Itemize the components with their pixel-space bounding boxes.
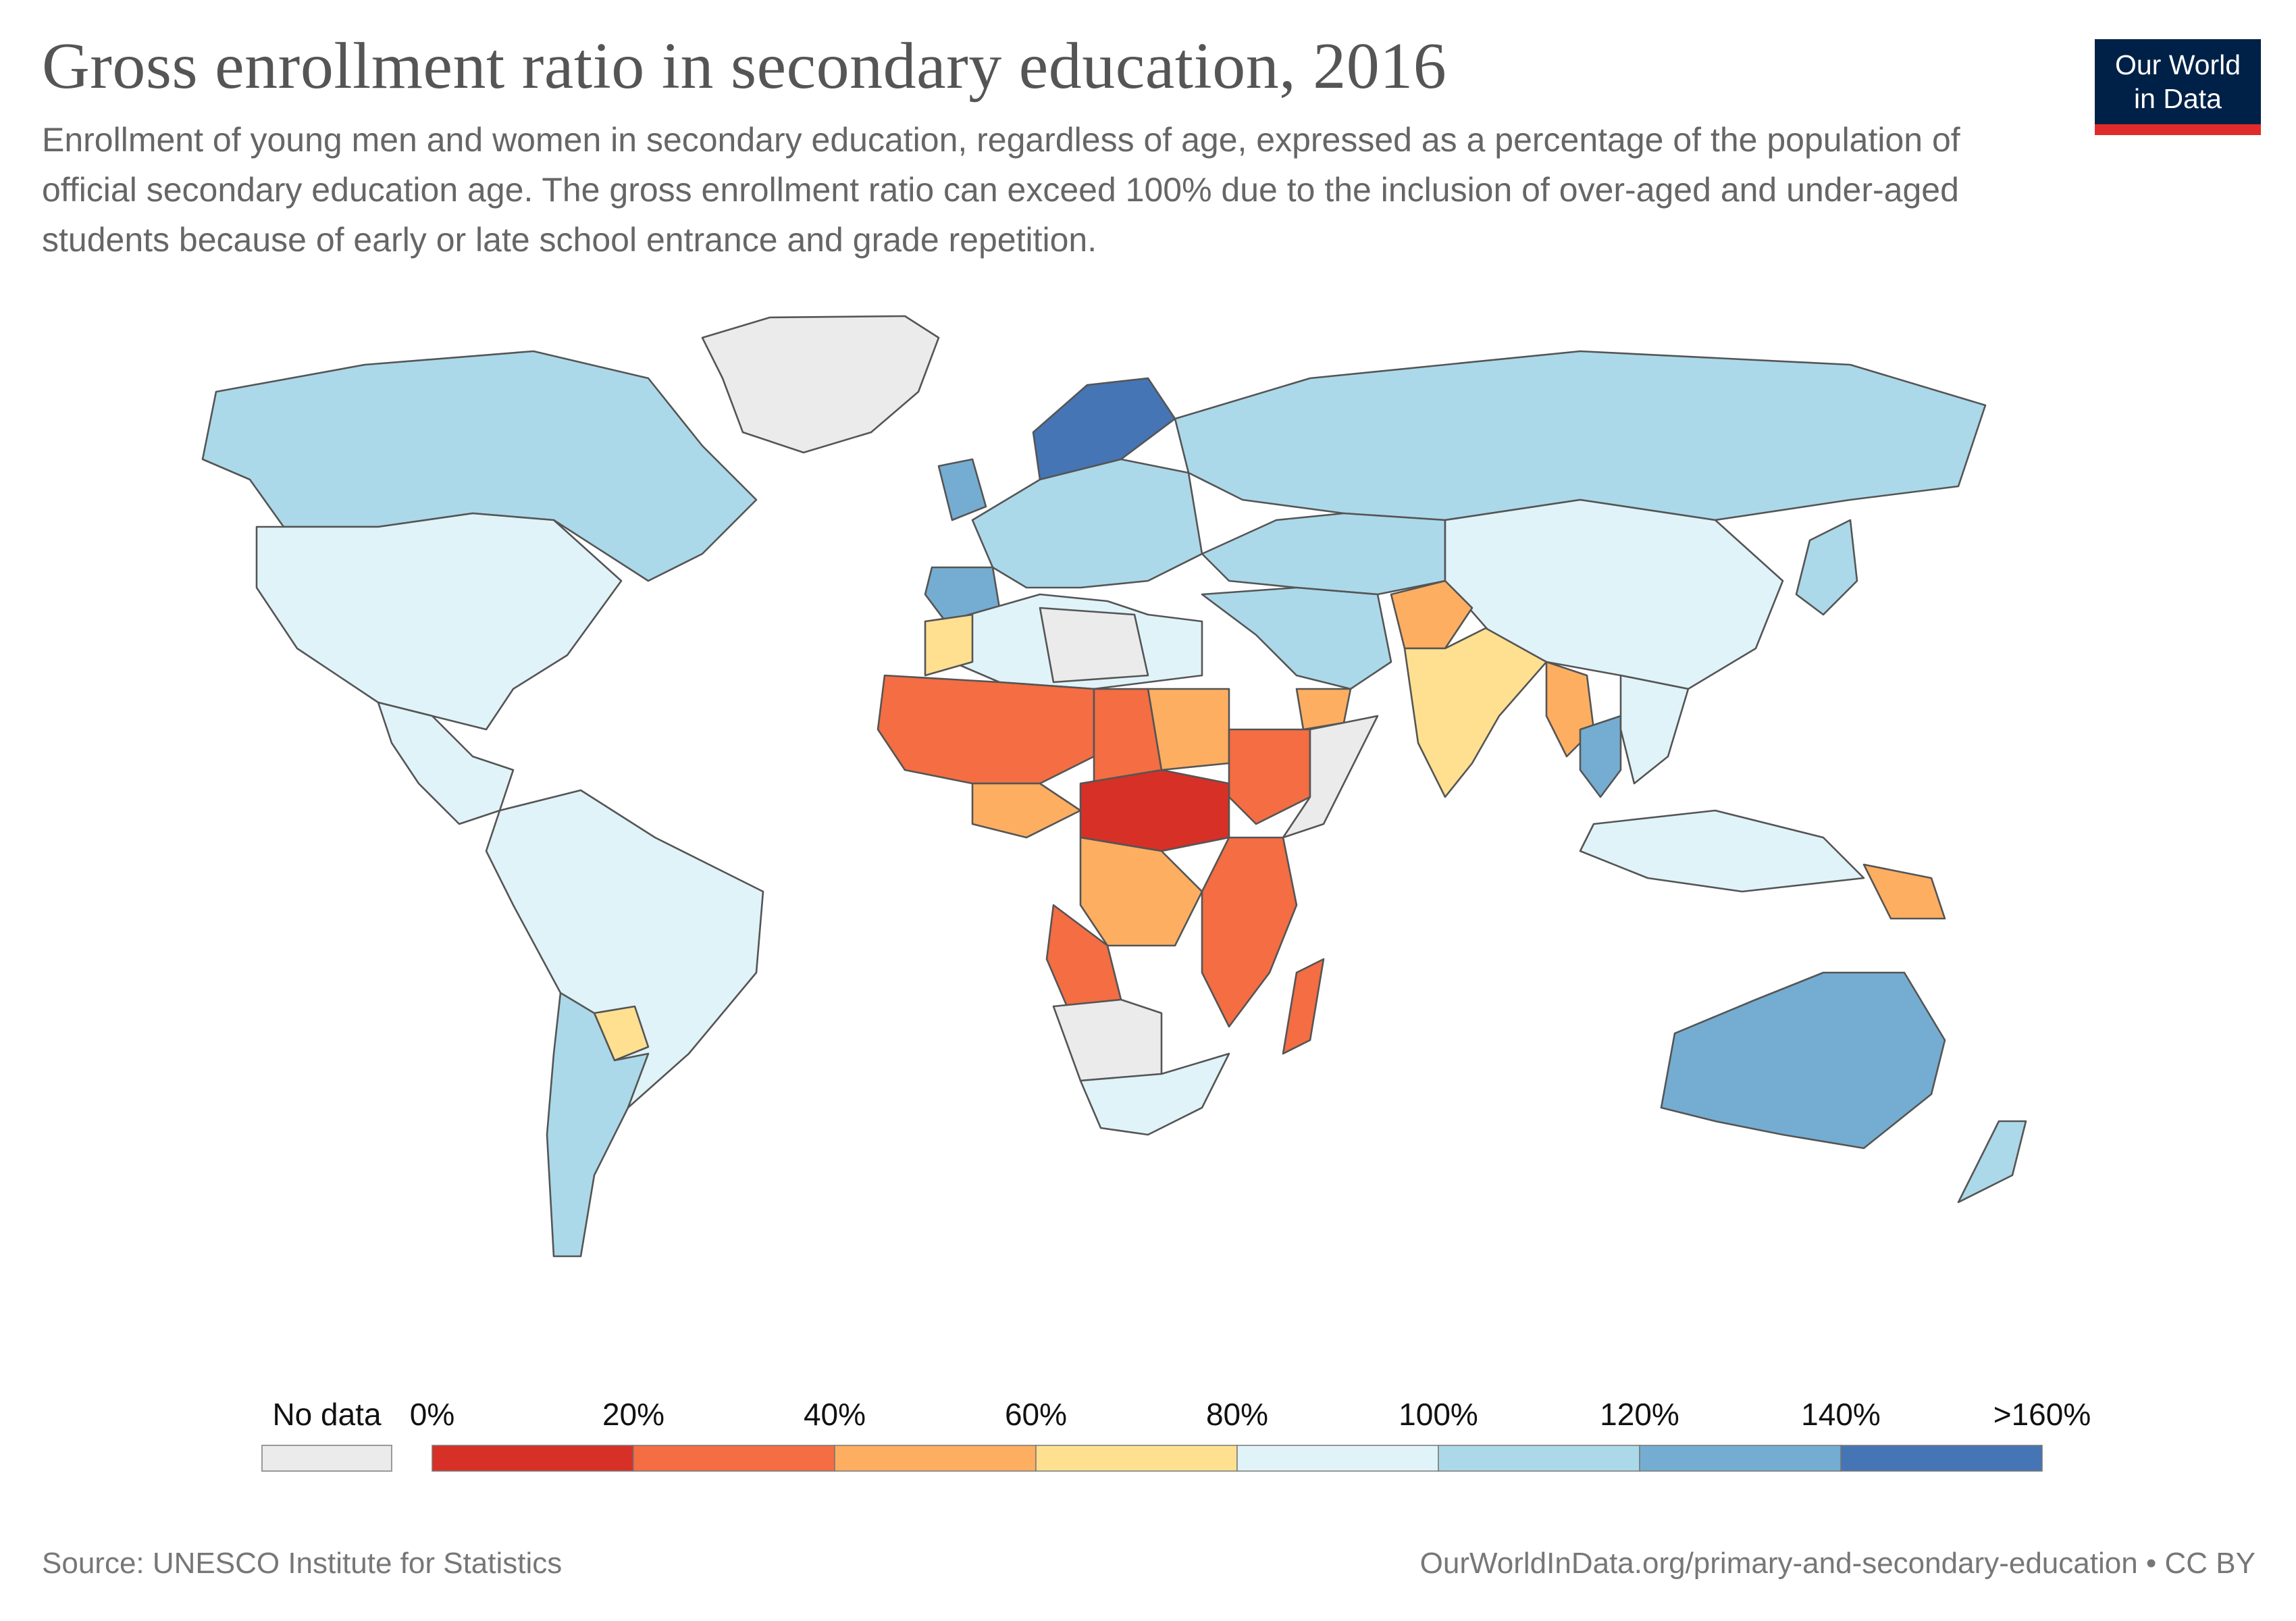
legend-tick-label: 100% bbox=[1399, 1397, 1478, 1432]
region-pakistan[interactable] bbox=[1390, 580, 1473, 650]
logo-line-2: in Data bbox=[2134, 83, 2222, 114]
region-west-africa[interactable] bbox=[877, 674, 1095, 785]
region-russia[interactable] bbox=[1174, 350, 1987, 521]
legend-bin-5[interactable] bbox=[1438, 1445, 1640, 1472]
no-data-key: No data bbox=[261, 1397, 392, 1472]
region-east-africa[interactable] bbox=[1201, 836, 1298, 1028]
logo-line-1: Our World bbox=[2114, 49, 2241, 80]
legend-bin-4[interactable] bbox=[1236, 1445, 1439, 1472]
no-data-swatch bbox=[261, 1445, 392, 1472]
legend-bin-3[interactable] bbox=[1035, 1445, 1238, 1472]
legend-bin-7[interactable] bbox=[1840, 1445, 2043, 1472]
no-data-label: No data bbox=[272, 1397, 382, 1432]
source-note: Source: UNESCO Institute for Statistics bbox=[42, 1547, 563, 1580]
legend-bin-6[interactable] bbox=[1639, 1445, 1842, 1472]
region-sudan[interactable] bbox=[1147, 688, 1230, 771]
legend-tick-label: 60% bbox=[1005, 1397, 1067, 1432]
legend-bin-0[interactable] bbox=[432, 1445, 634, 1472]
region-south-africa[interactable] bbox=[1079, 1052, 1230, 1136]
region-thailand[interactable] bbox=[1579, 715, 1622, 798]
legend-tick-label: 0% bbox=[410, 1397, 454, 1432]
legend-tick-label: 20% bbox=[602, 1397, 664, 1432]
region-morocco[interactable] bbox=[924, 613, 974, 677]
chart-title: Gross enrollment ratio in secondary educ… bbox=[42, 30, 1447, 103]
region-somalia[interactable] bbox=[1282, 715, 1379, 839]
region-india[interactable] bbox=[1403, 627, 1548, 798]
region-japan[interactable] bbox=[1795, 519, 1858, 616]
region-australia[interactable] bbox=[1660, 971, 1946, 1150]
region-south-america[interactable] bbox=[485, 789, 764, 1109]
map-legend: No data 0% 20% 40% 60% 80% 100% 120% 140% >160% bbox=[261, 1397, 2091, 1472]
legend-tick-label: 120% bbox=[1600, 1397, 1679, 1432]
footer-link[interactable]: OurWorldInData.org/primary-and-secondary… bbox=[1419, 1547, 2255, 1580]
legend-bin-1[interactable] bbox=[633, 1445, 835, 1472]
legend-tick-label: 80% bbox=[1206, 1397, 1268, 1432]
region-central-asia[interactable] bbox=[1201, 512, 1446, 596]
chart-subtitle: Enrollment of young men and women in sec… bbox=[42, 121, 1960, 259]
region-canada[interactable] bbox=[201, 350, 758, 582]
region-new-zealand[interactable] bbox=[1957, 1120, 2027, 1204]
region-papua-new-guinea[interactable] bbox=[1862, 863, 1946, 920]
region-drc[interactable] bbox=[1079, 836, 1203, 947]
region-ethiopia[interactable] bbox=[1228, 728, 1311, 825]
owid-logo[interactable]: Our World in Data bbox=[2095, 39, 2261, 135]
map-regions bbox=[201, 315, 2027, 1258]
region-argentina[interactable] bbox=[546, 992, 650, 1258]
region-central-africa[interactable] bbox=[1079, 769, 1230, 852]
legend-tick-label: 140% bbox=[1801, 1397, 1881, 1432]
region-europe[interactable] bbox=[971, 458, 1203, 589]
region-southeast-asia[interactable] bbox=[1619, 674, 1690, 785]
region-greenland[interactable] bbox=[701, 315, 940, 454]
legend-bin-2[interactable] bbox=[834, 1445, 1037, 1472]
region-madagascar[interactable] bbox=[1282, 958, 1325, 1055]
region-gulf-of-guinea[interactable] bbox=[971, 782, 1082, 839]
region-north-america[interactable] bbox=[255, 512, 623, 731]
region-libya-sudan-nodata[interactable] bbox=[1039, 607, 1149, 684]
legend-bins: 0% 20% 40% 60% 80% 100% 120% 140% >160% bbox=[410, 1397, 2091, 1472]
legend-tick-label: 40% bbox=[804, 1397, 866, 1432]
region-namibia-botswana[interactable] bbox=[1052, 998, 1163, 1082]
legend-end-label: >160% bbox=[1993, 1397, 2091, 1432]
region-indonesia[interactable] bbox=[1579, 809, 1865, 893]
region-middle-east[interactable] bbox=[1201, 586, 1392, 690]
world-map[interactable] bbox=[95, 297, 2120, 1337]
region-uk[interactable] bbox=[937, 458, 987, 521]
